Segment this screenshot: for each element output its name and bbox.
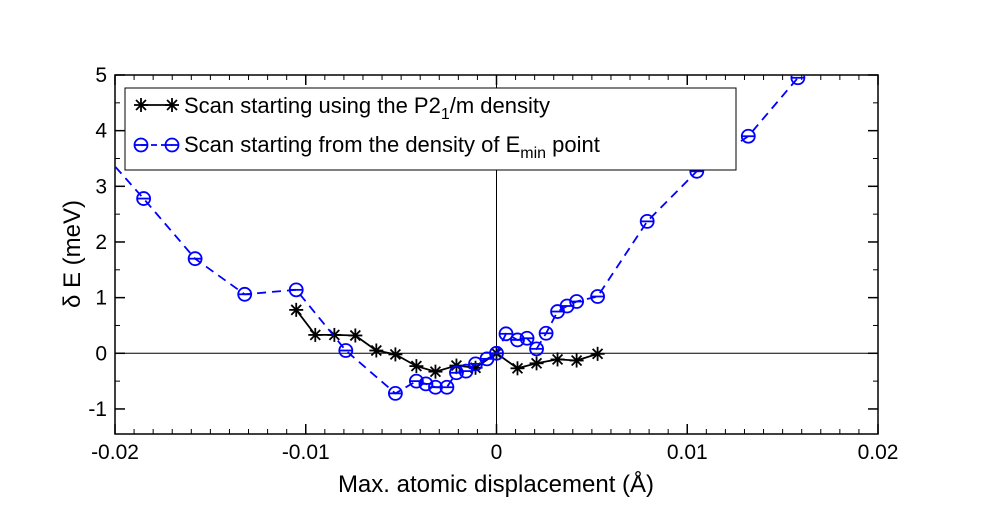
legend-box [124,87,737,171]
series-2-point [498,326,514,342]
series-2-point [569,294,585,309]
legend-label-1-sub: 1 [441,106,450,123]
asterisk-stroke [328,329,340,341]
x-tick-label: -0.01 [282,441,330,464]
axis-tick-labels: -0.02 -0.01 0 0.01 0.02 -1 0 1 2 3 4 5 [88,64,898,464]
series-1-point [409,359,424,374]
legend-markers [133,98,180,153]
series-1 [289,302,605,379]
legend-marker-series-2 [164,137,180,153]
asterisk-stroke [551,353,564,366]
circle-ring [99,149,112,162]
y-axis-title: δ E (meV) [59,200,86,308]
series-2-point [510,332,525,348]
x-tick-label: -0.02 [91,441,139,464]
series-2-point [187,251,203,267]
series-2-point [136,191,152,206]
asterisk-stroke [309,329,321,341]
asterisk-stroke [511,362,524,374]
asterisk-stroke [571,354,583,367]
x-tick-label: 0.01 [667,441,708,464]
legend-marker-series-1 [134,98,148,112]
y-tick-label: 0 [95,342,107,365]
asterisk-stroke [290,304,302,316]
series-2-point [338,343,354,358]
legend-label-1-main: Scan starting using the P2 [184,93,441,118]
series-1-point [308,327,323,342]
y-tick-label: 5 [95,64,107,87]
legend-label-1-tail: /m density [450,93,550,118]
series-2 [99,75,806,401]
series-1-point [289,302,304,317]
series-1-line [295,309,598,373]
asterisk-stroke [530,357,543,369]
series-2-point [790,75,806,86]
y-tick-label: 3 [95,175,107,198]
legend-label-2-main: Scan starting from the density of E [184,132,520,157]
legend-label-2-tail: point [546,132,600,157]
series-2-point [288,282,304,298]
series-2-point [590,289,605,304]
series-2-point [449,365,464,381]
y-tick-label: -1 [88,398,107,421]
legend-label-series-2: Scan starting from the density of Emin p… [184,132,600,162]
asterisk-stroke [135,99,147,111]
series-2-point [519,330,535,346]
series-1-point [327,327,342,342]
series-1-point [388,347,403,362]
y-tick-label: 4 [95,120,107,143]
series-1-point [369,343,384,358]
legend: Scan starting using the P21/m density Sc… [124,87,737,171]
series-2-point [458,363,474,379]
series-1-point [590,346,605,361]
series-2-point [489,345,504,361]
series-layer [99,75,806,401]
x-tick-label: 0 [491,441,503,464]
series-2-point [237,286,253,302]
legend-label-2-sub: min [520,145,546,162]
asterisk-stroke [349,329,361,342]
series-2-point [99,149,112,162]
series-2-point [639,213,655,229]
series-2-point [439,379,455,395]
series-2-point [538,325,554,341]
series-2-point [388,385,403,401]
series-1-point [529,356,544,371]
asterisk-stroke [370,344,382,357]
series-2-point [479,351,495,367]
axis-ticks [114,74,879,434]
asterisk-stroke [389,348,401,360]
asterisk-stroke [166,99,178,111]
series-1-point [348,328,363,343]
series-1-point [428,364,443,379]
series-1-point [569,353,584,368]
series-1-point [550,352,565,367]
y-tick-label: 2 [95,231,107,254]
asterisk-stroke [592,348,604,360]
legend-marker-series-1 [165,98,179,112]
x-tick-label: 0.02 [858,441,899,464]
series-2-point [529,341,544,357]
asterisk-stroke [410,360,422,372]
legend-marker-series-2 [133,137,149,153]
series-2-point [550,304,565,319]
y-tick-label: 1 [95,287,107,310]
asterisk-stroke [429,366,442,378]
x-axis-title: Max. atomic displacement (Å) [338,470,654,498]
legend-label-series-1: Scan starting using the P21/m density [184,93,550,123]
series-2-point [740,128,756,144]
series-1-point [510,361,525,376]
